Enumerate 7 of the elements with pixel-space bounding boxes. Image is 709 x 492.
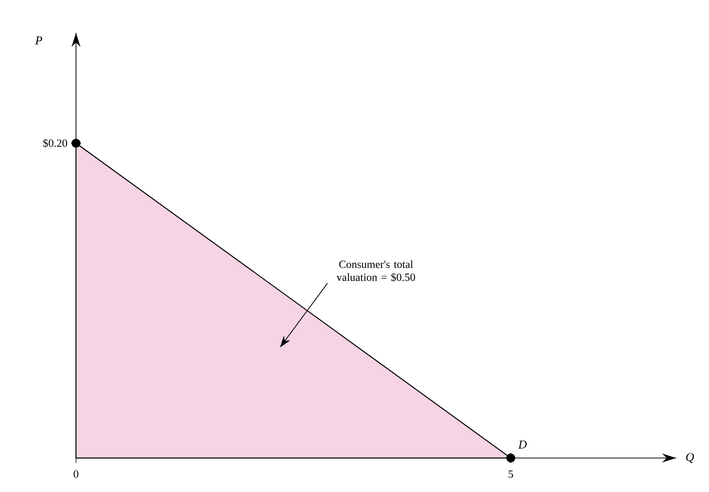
- x-axis-title: Q: [686, 453, 694, 463]
- x-tick-label: 5: [508, 470, 514, 478]
- y-tick-label: $0.20: [43, 138, 68, 148]
- x-tick-label: 0: [74, 470, 78, 478]
- series-label: D: [518, 440, 527, 448]
- annotation: Consumer's total valuation = $0.50: [336, 260, 416, 282]
- y-axis-title: P: [35, 36, 42, 44]
